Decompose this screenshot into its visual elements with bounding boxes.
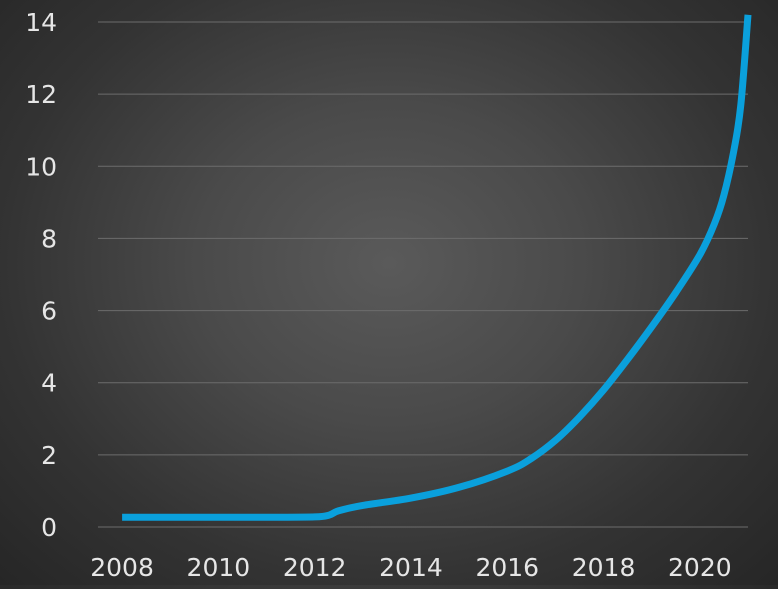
x-tick-label: 2010: [187, 553, 251, 582]
y-tick-label: 4: [41, 369, 57, 398]
y-axis-ticks: 0 2 4 6 8 10 12 14: [25, 8, 57, 542]
series-line-0: [122, 14, 752, 521]
y-tick-label: 8: [41, 224, 57, 253]
x-tick-label: 2012: [283, 553, 347, 582]
series-lines: [122, 14, 752, 521]
y-tick-label: 6: [41, 297, 57, 326]
gridlines: [98, 21, 748, 528]
x-tick-label: 2016: [475, 553, 539, 582]
x-axis-ticks: 2008 2010 2012 2014 2016 2018 2020: [90, 553, 731, 582]
y-tick-label: 10: [25, 152, 57, 181]
y-tick-label: 2: [41, 441, 57, 470]
x-tick-label: 2020: [668, 553, 732, 582]
x-tick-label: 2014: [379, 553, 443, 582]
y-tick-label: 0: [41, 513, 57, 542]
y-tick-label: 12: [25, 80, 57, 109]
x-tick-label: 2008: [90, 553, 154, 582]
y-tick-label: 14: [25, 8, 57, 37]
x-tick-label: 2018: [572, 553, 636, 582]
